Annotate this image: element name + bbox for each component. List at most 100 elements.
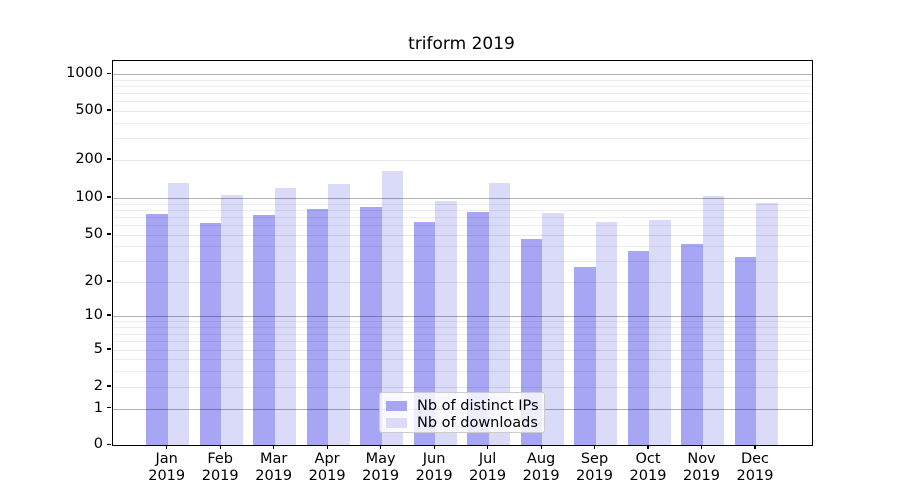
bar-downloads-mar [274,188,297,445]
y-tick-label: 0 [93,436,103,453]
bar-downloads-feb [221,194,243,445]
gridline [113,122,812,124]
legend-item: Nb of distinct IPs [386,397,544,414]
x-tick-label: Nov 2019 [683,451,720,484]
gridline [113,138,812,140]
legend: Nb of distinct IPs Nb of downloads [379,392,545,433]
x-tick-label: Feb 2019 [201,451,239,484]
y-tick-mark [107,233,111,235]
bar-downloads-oct [649,219,671,445]
gridline [113,217,812,218]
x-tick-mark [219,445,221,449]
y-tick-mark [107,158,111,160]
bar-downloads-jun [435,201,457,445]
y-tick-mark [107,72,111,74]
x-tick-mark [647,445,649,449]
gridline [113,86,812,88]
chart-title: triform 2019 [408,34,515,54]
x-tick-mark [273,445,275,449]
bar-distinct-ips-apr [306,209,329,445]
bar-downloads-jul [488,183,511,445]
x-tick-label: Dec 2019 [736,451,774,484]
y-tick-mark [107,385,111,387]
legend-label: Nb of downloads [417,414,538,431]
x-tick-mark [166,445,168,449]
bar-distinct-ips-oct [627,250,649,445]
gridline [113,341,812,343]
gridline [113,198,812,199]
gridline [113,74,812,76]
x-tick-mark [593,445,596,449]
y-tick-mark [107,314,111,316]
x-tick-label: May 2019 [362,451,400,484]
gridline [113,93,812,95]
x-tick-mark [380,445,382,449]
y-tick-mark [107,280,111,282]
legend-label: Nb of distinct IPs [417,397,539,414]
y-tick-label: 50 [84,226,103,242]
gridline [113,350,812,351]
gridline [113,316,812,317]
bar-downloads-dec [756,203,778,445]
bar-downloads-may [381,170,404,445]
gridline [113,282,812,283]
bar-distinct-ips-feb [199,223,222,445]
bar-distinct-ips-dec [734,256,756,445]
y-tick-label: 20 [84,273,103,289]
bar-distinct-ips-jul [467,211,489,445]
y-tick-mark [107,348,111,350]
bar-downloads-aug [542,213,564,445]
y-tick-label: 2 [93,378,103,394]
x-tick-label: Jul 2019 [469,451,507,484]
y-tick-mark [107,443,111,445]
bar-downloads-jan [167,183,190,445]
y-tick-label: 10 [84,307,103,323]
y-tick-label: 1000 [66,65,103,82]
bar-downloads-sep [595,221,617,445]
x-tick-label: Aug 2019 [522,451,560,484]
gridline [113,203,812,205]
x-tick-label: Mar 2019 [255,451,293,484]
plot-area [112,60,813,446]
bar-distinct-ips-jun [413,222,436,445]
bar-distinct-ips-sep [574,267,596,445]
gridline [113,321,812,323]
gridline [113,160,812,161]
gridline [113,246,812,248]
y-tick-mark [107,196,111,198]
x-tick-label: Apr 2019 [308,451,346,484]
gridline [113,79,812,81]
x-tick-label: Oct 2019 [629,451,667,484]
x-tick-label: Jun 2019 [415,451,453,484]
y-tick-label: 1 [93,399,103,416]
gridline [113,370,812,372]
y-tick-mark [107,406,111,409]
bar-downloads-apr [328,184,350,445]
legend-item: Nb of downloads [386,414,544,431]
gridline [113,235,812,236]
gridline [113,387,812,388]
x-tick-mark [700,445,703,449]
bar-downloads-nov [702,195,724,445]
bar-distinct-ips-may [360,207,382,445]
y-tick-label: 500 [75,102,103,118]
gridline [113,225,812,227]
y-tick-label: 100 [75,189,103,205]
gridline [113,326,812,328]
legend-swatch-distinct-ips [386,400,407,411]
x-tick-label: Jan 2019 [148,451,186,484]
gridline [113,359,812,360]
bar-distinct-ips-nov [681,244,703,445]
x-tick-mark [433,445,435,449]
gridline [113,101,812,103]
legend-swatch-downloads [386,417,407,428]
bar-distinct-ips-jan [146,213,168,445]
bar-distinct-ips-mar [253,215,275,445]
x-tick-label: Sep 2019 [576,451,613,484]
gridline [113,111,812,112]
y-tick-label: 5 [93,341,103,357]
y-tick-label: 200 [75,151,103,167]
x-tick-mark [326,445,328,449]
x-tick-mark [487,445,489,449]
